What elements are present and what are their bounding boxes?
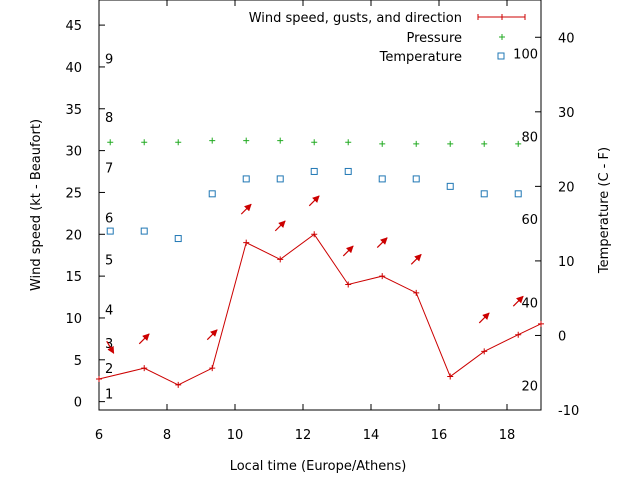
wind-direction-arrow bbox=[138, 333, 150, 345]
y-tick-label-left: 30 bbox=[65, 145, 82, 160]
pressure-point bbox=[481, 140, 488, 147]
wind-direction-arrow bbox=[106, 340, 115, 354]
temperature-point bbox=[514, 190, 522, 198]
wind-direction-arrow bbox=[206, 329, 218, 341]
temperature-point bbox=[446, 182, 454, 190]
x-tick-label: 12 bbox=[295, 428, 312, 443]
x-tick-label: 10 bbox=[227, 428, 244, 443]
wind-speed-point bbox=[311, 231, 318, 238]
wind-speed-point bbox=[141, 365, 148, 372]
wind-direction-arrow bbox=[512, 295, 524, 307]
y-tick-label-left: 20 bbox=[65, 228, 82, 243]
beaufort-label: 7 bbox=[105, 161, 113, 176]
wind-speed-point bbox=[277, 256, 284, 263]
x-tick-label: 16 bbox=[431, 428, 448, 443]
pressure-point bbox=[277, 137, 284, 144]
legend-marker-temperature bbox=[497, 52, 505, 60]
y-axis-label-right: Temperature (C - F) bbox=[597, 147, 612, 274]
wind-speed-point bbox=[413, 289, 420, 296]
y-tick-label-right: 30 bbox=[558, 106, 575, 121]
wind-direction-arrow bbox=[376, 237, 388, 249]
legend-label: Temperature bbox=[379, 50, 462, 65]
x-tick-label: 14 bbox=[363, 428, 380, 443]
y-tick-label-left: 10 bbox=[65, 312, 82, 327]
fahrenheit-label: 60 bbox=[521, 213, 538, 228]
wind-speed-point bbox=[175, 381, 182, 388]
pressure-point bbox=[209, 137, 216, 144]
pressure-point bbox=[447, 140, 454, 147]
y-tick-label-left: 40 bbox=[65, 61, 82, 76]
pressure-point bbox=[515, 140, 522, 147]
beaufort-label: 2 bbox=[105, 362, 113, 377]
legend-label: Pressure bbox=[406, 31, 462, 46]
plot-frame bbox=[98, 0, 542, 411]
pressure-point bbox=[379, 140, 386, 147]
beaufort-label: 1 bbox=[105, 387, 113, 402]
pressure-point bbox=[243, 137, 250, 144]
legend-label: Wind speed, gusts, and direction bbox=[249, 11, 462, 26]
fahrenheit-label: 100 bbox=[513, 48, 538, 63]
y-tick-label-right: 0 bbox=[558, 329, 566, 344]
y-tick-label-right: 20 bbox=[558, 180, 575, 195]
pressure-point bbox=[311, 139, 318, 146]
x-axis-label: Local time (Europe/Athens) bbox=[230, 459, 407, 474]
pressure-point bbox=[175, 139, 182, 146]
wind-speed-line bbox=[98, 233, 542, 386]
wind-speed-point bbox=[515, 331, 522, 338]
y-tick-label-left: 35 bbox=[65, 103, 82, 118]
wind-direction-arrow bbox=[274, 220, 286, 232]
temperature-point bbox=[378, 175, 386, 183]
x-tick-label: 8 bbox=[163, 428, 171, 443]
pressure-point bbox=[141, 139, 148, 146]
y-tick-label-left: 25 bbox=[65, 186, 82, 201]
wind-speed-point bbox=[538, 320, 544, 327]
temperature-point bbox=[480, 190, 488, 198]
legend-marker bbox=[499, 14, 505, 20]
temperature-point bbox=[174, 235, 182, 243]
legend-marker-pressure bbox=[499, 34, 505, 40]
beaufort-label: 6 bbox=[105, 212, 113, 227]
fahrenheit-label: 80 bbox=[521, 130, 538, 145]
y-tick-label-right: 40 bbox=[558, 31, 575, 46]
pressure-point bbox=[345, 139, 352, 146]
beaufort-label: 5 bbox=[105, 253, 113, 268]
y-tick-label-left: 0 bbox=[74, 396, 82, 411]
x-tick-label: 6 bbox=[95, 428, 103, 443]
wind-direction-arrow bbox=[308, 195, 320, 207]
temperature-point bbox=[106, 227, 114, 235]
beaufort-label: 4 bbox=[105, 304, 113, 319]
x-tick-label: 18 bbox=[499, 428, 516, 443]
temperature-point bbox=[412, 175, 420, 183]
temperature-point bbox=[344, 167, 352, 175]
fahrenheit-label: 20 bbox=[521, 379, 538, 394]
y-tick-label-right: -10 bbox=[558, 404, 579, 419]
wind-direction-arrow bbox=[240, 203, 252, 215]
temperature-point bbox=[208, 190, 216, 198]
y-axis-label-left: Wind speed (kt - Beaufort) bbox=[29, 119, 44, 291]
wind-speed-point bbox=[209, 365, 216, 372]
wind-speed-point bbox=[345, 281, 352, 288]
temperature-point bbox=[276, 175, 284, 183]
y-tick-label-left: 45 bbox=[65, 19, 82, 34]
y-tick-label-left: 5 bbox=[74, 354, 82, 369]
wind-speed-point bbox=[243, 239, 250, 246]
wind-direction-arrow bbox=[478, 312, 490, 324]
y-tick-label-left: 15 bbox=[65, 270, 82, 285]
pressure-point bbox=[413, 140, 420, 147]
wind-speed-point bbox=[447, 373, 454, 380]
beaufort-label: 8 bbox=[105, 111, 113, 126]
wind-direction-arrow bbox=[410, 253, 422, 265]
wind-speed-point bbox=[481, 348, 488, 355]
fahrenheit-label: 40 bbox=[521, 297, 538, 312]
y-tick-label-right: 10 bbox=[558, 255, 575, 270]
temperature-point bbox=[310, 167, 318, 175]
pressure-point bbox=[107, 139, 114, 146]
beaufort-label: 9 bbox=[105, 53, 113, 68]
wind-speed-point bbox=[96, 376, 102, 383]
temperature-point bbox=[140, 227, 148, 235]
temperature-point bbox=[242, 175, 250, 183]
wind-direction-arrow bbox=[342, 245, 354, 257]
wind-speed-point bbox=[379, 273, 386, 280]
